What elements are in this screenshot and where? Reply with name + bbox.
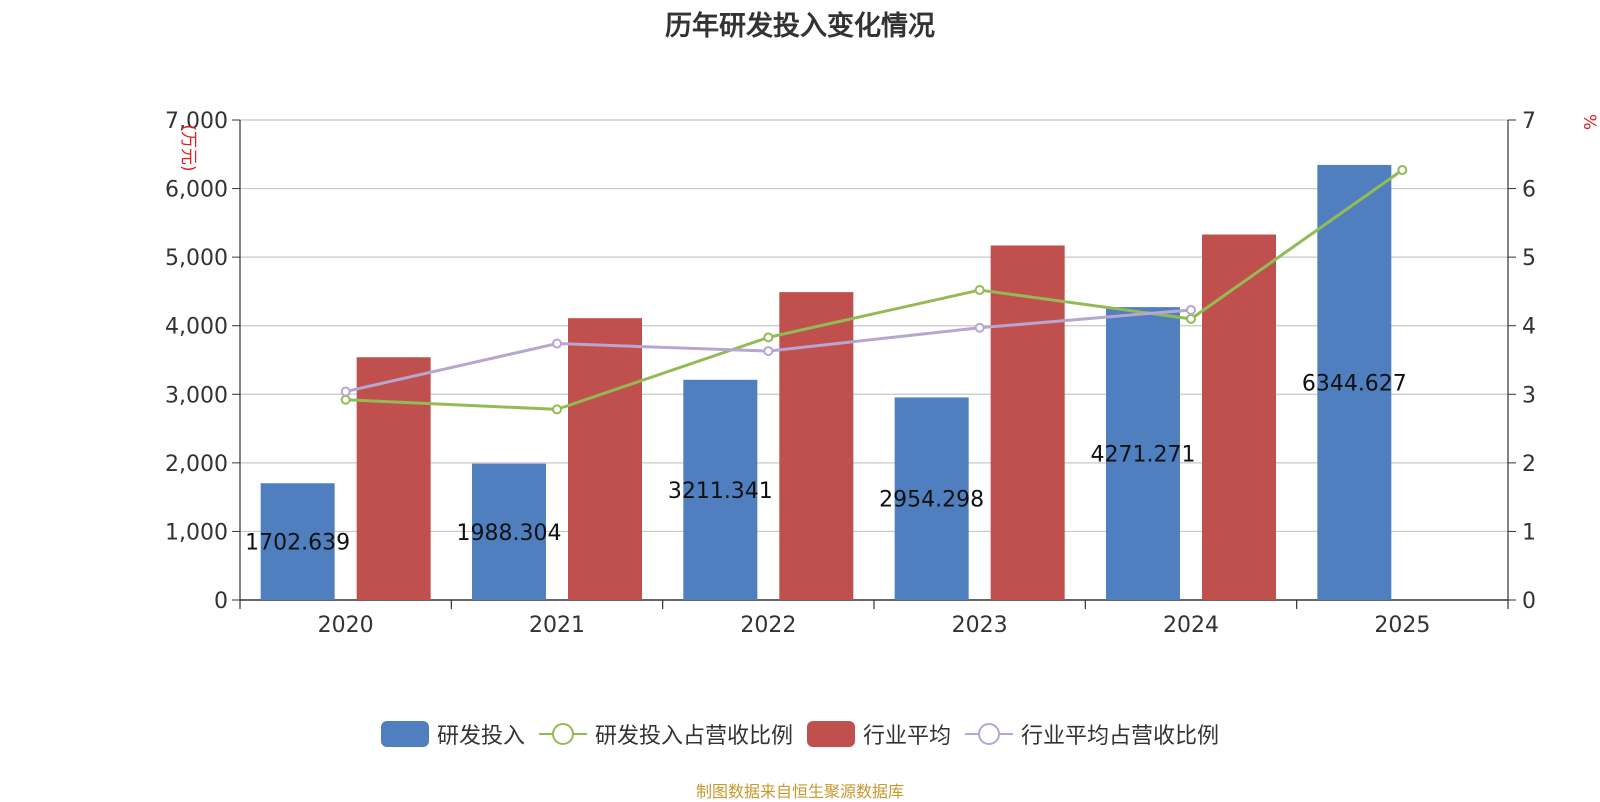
legend-marker-rd-ratio — [538, 721, 587, 747]
legend: 研发投入 研发投入占营收比例 行业平均 行业平均占营收比例 — [0, 718, 1600, 750]
line-point — [763, 332, 774, 343]
legend-label-industry-average: 行业平均 — [863, 724, 952, 749]
line-point — [552, 338, 562, 349]
line-point — [340, 394, 351, 405]
right-axis-tick-label: 5 — [1522, 246, 1536, 271]
right-axis-tick-label: 3 — [1522, 383, 1536, 408]
bar — [683, 379, 758, 600]
legend-item-rd-investment[interactable]: 研发投入 — [380, 718, 525, 750]
right-axis-tick-label: 0 — [1522, 589, 1536, 614]
bar — [894, 397, 969, 600]
line-point — [1397, 165, 1408, 176]
line-point — [974, 285, 985, 296]
legend-label-rd-investment: 研发投入 — [436, 724, 525, 749]
right-axis-tick-label: 6 — [1522, 178, 1536, 203]
bar — [472, 463, 546, 600]
right-axis-tick-label: 2 — [1522, 452, 1536, 477]
bar — [1106, 307, 1180, 600]
bar — [1202, 234, 1276, 600]
data-label: 3211.341 — [668, 479, 773, 504]
bar — [779, 292, 854, 600]
right-axis-unit-label: % — [1579, 114, 1599, 130]
left-axis-tick-label: 4,000 — [165, 315, 228, 340]
legend-item-rd-ratio[interactable]: 研发投入占营收比例 — [538, 718, 793, 750]
bar — [1317, 164, 1392, 600]
bar — [260, 483, 335, 600]
data-label: 6344.627 — [1302, 371, 1407, 396]
x-axis-tick-label: 2025 — [1374, 613, 1430, 638]
right-axis-tick-label: 7 — [1522, 109, 1536, 134]
line-point — [340, 386, 351, 397]
left-axis-tick-label: 3,000 — [165, 383, 228, 408]
legend-swatch-rd-investment — [380, 721, 429, 747]
left-axis-unit-label: (万元) — [178, 124, 198, 171]
left-axis-tick-label: 7,000 — [165, 109, 228, 134]
left-axis-tick-label: 2,000 — [165, 452, 228, 477]
legend-item-industry-ratio[interactable]: 行业平均占营收比例 — [965, 718, 1219, 750]
line-point — [1186, 313, 1196, 324]
data-label: 1702.639 — [245, 531, 350, 556]
legend-label-rd-ratio: 研发投入占营收比例 — [594, 724, 793, 749]
x-axis-tick-label: 2023 — [952, 613, 1008, 638]
source-note: 制图数据来自恒生聚源数据库 — [695, 782, 904, 801]
right-axis-tick-label: 1 — [1522, 520, 1536, 545]
line-point — [763, 346, 774, 357]
left-axis-tick-label: 1,000 — [165, 520, 228, 545]
x-axis-tick-label: 2024 — [1163, 613, 1219, 638]
bar — [356, 357, 431, 600]
x-axis-tick-label: 2021 — [529, 613, 585, 638]
x-axis-tick-label: 2022 — [740, 613, 796, 638]
line-point — [552, 404, 562, 415]
bar — [568, 318, 642, 600]
legend-swatch-industry-average — [807, 721, 855, 747]
chart-title: 历年研发投入变化情况 — [665, 11, 935, 42]
data-label: 1988.304 — [457, 521, 562, 546]
legend-item-industry-average[interactable]: 行业平均 — [807, 718, 951, 750]
series-line — [345, 168, 1404, 411]
data-label: 2954.298 — [879, 488, 984, 513]
line-point — [974, 322, 985, 333]
left-axis-tick-label: 5,000 — [165, 246, 228, 271]
bar — [990, 245, 1065, 600]
left-axis-tick-label: 6,000 — [165, 178, 228, 203]
left-axis-tick-label: 0 — [214, 589, 228, 614]
legend-label-industry-ratio: 行业平均占营收比例 — [1021, 724, 1220, 749]
legend-marker-industry-ratio — [965, 721, 1014, 747]
line-point — [1186, 304, 1196, 315]
right-axis-tick-label: 4 — [1522, 315, 1536, 340]
data-label: 4271.271 — [1091, 443, 1196, 468]
x-axis-tick-label: 2020 — [318, 613, 374, 638]
